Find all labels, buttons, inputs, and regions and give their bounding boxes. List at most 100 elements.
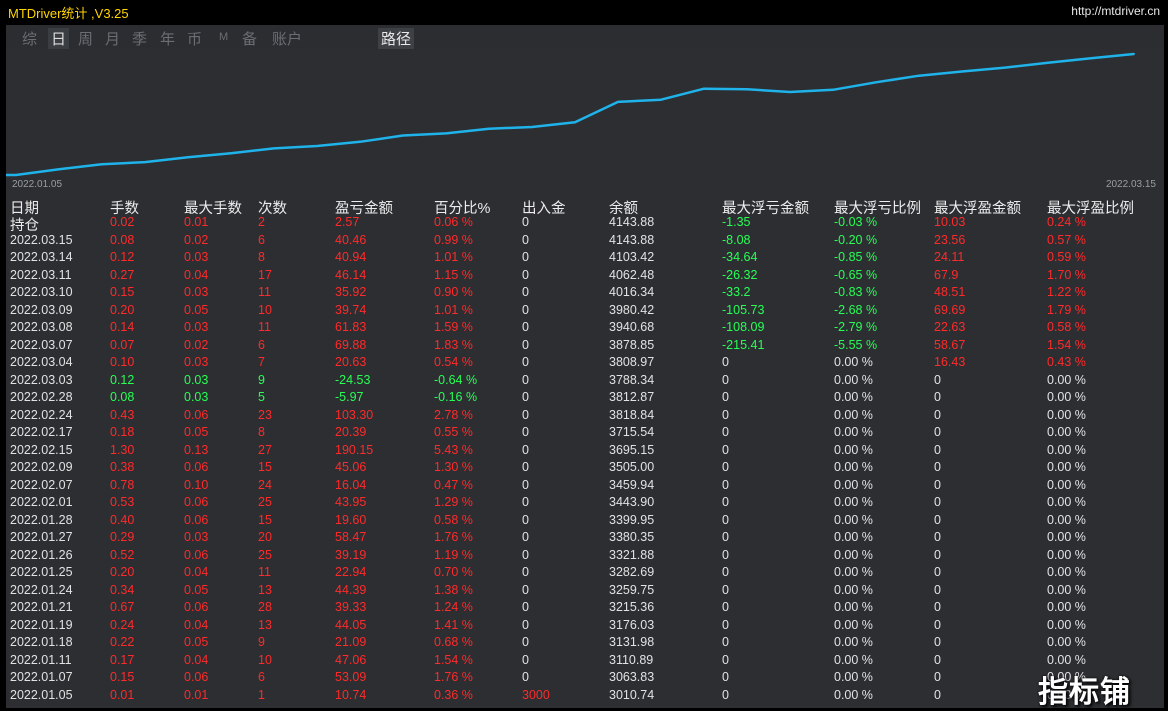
cell-max-float-loss-pct: -0.65 % xyxy=(834,267,878,282)
cell-percent: 1.76 % xyxy=(434,670,473,684)
cell-trades: 20 xyxy=(258,530,272,544)
cell-max-float-gain: 0 xyxy=(934,495,941,509)
tab-daily[interactable]: 日 xyxy=(48,28,70,49)
tab-m[interactable]: M xyxy=(219,31,229,43)
tab-account[interactable]: 账户 xyxy=(272,31,303,48)
cell-trades: 13 xyxy=(258,617,272,632)
cell-balance: 3399.95 xyxy=(609,512,655,527)
cell-deposit: 0 xyxy=(522,355,529,369)
chart-end-date: 2022.03.15 xyxy=(1105,179,1156,190)
cell-max-float-gain-pct: 0.00 % xyxy=(1047,582,1086,597)
table-row: 2022.03.08 0.14 0.03 11 61.83 1.59 % 0 3940.68 -… xyxy=(6,319,1164,337)
cell-max-float-loss: 0 xyxy=(722,670,729,684)
cell-pnl: 39.19 xyxy=(335,547,367,562)
tab-notes[interactable]: 备 xyxy=(242,31,258,48)
cell-trades: 8 xyxy=(258,250,265,264)
cell-deposit: 0 xyxy=(522,565,529,579)
cell-lots: 0.17 xyxy=(110,652,135,667)
cell-date: 2022.03.08 xyxy=(10,320,73,334)
cell-max-lots: 0.04 xyxy=(184,617,209,632)
cell-trades: 15 xyxy=(258,460,272,474)
header-percent: 百分比% xyxy=(434,201,491,217)
tab-weekly[interactable]: 周 xyxy=(78,31,94,48)
header-max-float-gain-pct: 最大浮盈比例 xyxy=(1047,201,1134,217)
cell-max-lots: 0.06 xyxy=(184,670,209,684)
cell-max-float-loss: 0 xyxy=(722,617,729,632)
cell-trades: 11 xyxy=(258,320,271,334)
cell-deposit: 0 xyxy=(522,547,529,562)
tab-yearly[interactable]: 年 xyxy=(160,31,176,48)
cell-max-float-loss: -215.41 xyxy=(722,337,765,352)
cell-max-float-loss: 0 xyxy=(722,407,729,422)
cell-percent: 0.68 % xyxy=(434,635,473,649)
cell-deposit: 0 xyxy=(522,617,529,632)
cell-max-float-gain-pct: 1.79 % xyxy=(1047,302,1086,317)
cell-lots: 0.78 xyxy=(110,477,135,492)
cell-max-lots: 0.03 xyxy=(184,530,209,544)
cell-pnl: 103.30 xyxy=(335,407,374,422)
tab-quarterly[interactable]: 季 xyxy=(132,31,148,48)
path-button[interactable]: 路径 xyxy=(378,28,415,49)
table-row: 2022.01.11 0.17 0.04 10 47.06 1.54 % 0 3110.89 0… xyxy=(6,652,1164,670)
equity-point xyxy=(316,145,318,147)
cell-pnl: 40.46 xyxy=(335,232,367,247)
table-row: 0.02 0.01 2 2.57 0.06 % 0 4143.88 -1.35 -0.03 % 1… xyxy=(6,214,1164,232)
cell-percent: 0.36 % xyxy=(434,687,473,702)
cell-lots: 0.14 xyxy=(110,320,135,334)
cell-max-float-gain-pct: 0.59 % xyxy=(1047,250,1086,264)
cell-max-lots: 0.04 xyxy=(184,565,209,579)
cell-deposit: 0 xyxy=(522,652,529,667)
cell-percent: 1.83 % xyxy=(434,337,473,352)
cell-max-float-loss-pct: 0.00 % xyxy=(834,565,873,579)
site-url-link[interactable]: http://mtdriver.cn xyxy=(1071,4,1160,18)
cell-lots: 0.12 xyxy=(110,372,135,387)
cell-lots: 0.40 xyxy=(110,512,135,527)
cell-deposit: 0 xyxy=(522,407,529,422)
cell-date: 2022.01.25 xyxy=(10,565,73,579)
cell-max-float-loss-pct: 0.00 % xyxy=(834,512,873,527)
table-row: 2022.03.07 0.07 0.02 6 69.88 1.83 % 0 3878.85 -2… xyxy=(6,337,1164,355)
cell-deposit: 0 xyxy=(522,232,529,247)
tab-monthly[interactable]: 月 xyxy=(105,31,121,48)
cell-pnl: 45.06 xyxy=(335,460,367,474)
cell-balance: 3695.15 xyxy=(609,442,655,457)
cell-max-float-loss: 0 xyxy=(722,600,729,614)
cell-pnl: 20.39 xyxy=(335,425,367,439)
cell-max-float-gain-pct: 0.00 % xyxy=(1047,495,1086,509)
cell-max-float-gain: 10.03 xyxy=(934,215,966,229)
cell-max-float-loss-pct: 0.00 % xyxy=(834,460,873,474)
table-row: 2022.03.14 0.12 0.03 8 40.94 1.01 % 0 4103.42 -3… xyxy=(6,249,1164,267)
cell-max-float-loss: 0 xyxy=(722,687,729,702)
cell-max-float-loss-pct: 0.00 % xyxy=(834,530,873,544)
cell-max-float-gain-pct: 0.00 % xyxy=(1047,407,1086,422)
cell-max-float-gain-pct: 0.00 % xyxy=(1047,512,1086,527)
cell-balance: 3215.36 xyxy=(609,600,655,614)
cell-max-float-loss: -26.32 xyxy=(722,267,758,282)
equity-point xyxy=(187,156,189,159)
cell-deposit: 0 xyxy=(522,215,529,229)
cell-date: 2022.03.14 xyxy=(10,250,73,264)
cell-pnl: 16.04 xyxy=(335,477,367,492)
table-row: 2022.02.24 0.43 0.06 23 103.30 2.78 % 0 3818.84… xyxy=(6,407,1164,425)
cell-max-float-gain: 0 xyxy=(934,617,941,632)
cell-max-float-loss-pct: 0.00 % xyxy=(834,442,873,457)
cell-percent: 1.38 % xyxy=(434,582,473,597)
cell-max-float-loss: 0 xyxy=(722,547,729,562)
cell-deposit: 0 xyxy=(522,390,529,404)
cell-pnl: -24.53 xyxy=(335,372,371,387)
tab-currency[interactable]: 币 xyxy=(187,31,203,48)
cell-trades: 13 xyxy=(258,582,272,597)
cell-deposit: 0 xyxy=(522,477,529,492)
equity-line xyxy=(6,52,1135,177)
cell-max-float-gain: 0 xyxy=(934,372,941,387)
tab-summary[interactable]: 综 xyxy=(22,31,38,48)
table-row: 2022.01.26 0.52 0.06 25 39.19 1.19 % 0 3321.88 0… xyxy=(6,547,1164,565)
cell-max-float-gain-pct: 0.00 % xyxy=(1047,530,1086,544)
cell-date: 2022.01.21 xyxy=(10,600,73,614)
cell-max-lots: 0.03 xyxy=(184,390,209,404)
equity-point xyxy=(488,127,490,130)
cell-trades: 8 xyxy=(258,425,265,439)
cell-max-float-loss: 0 xyxy=(722,460,729,474)
cell-max-lots: 0.05 xyxy=(184,425,209,439)
cell-pnl: 46.14 xyxy=(335,267,367,282)
